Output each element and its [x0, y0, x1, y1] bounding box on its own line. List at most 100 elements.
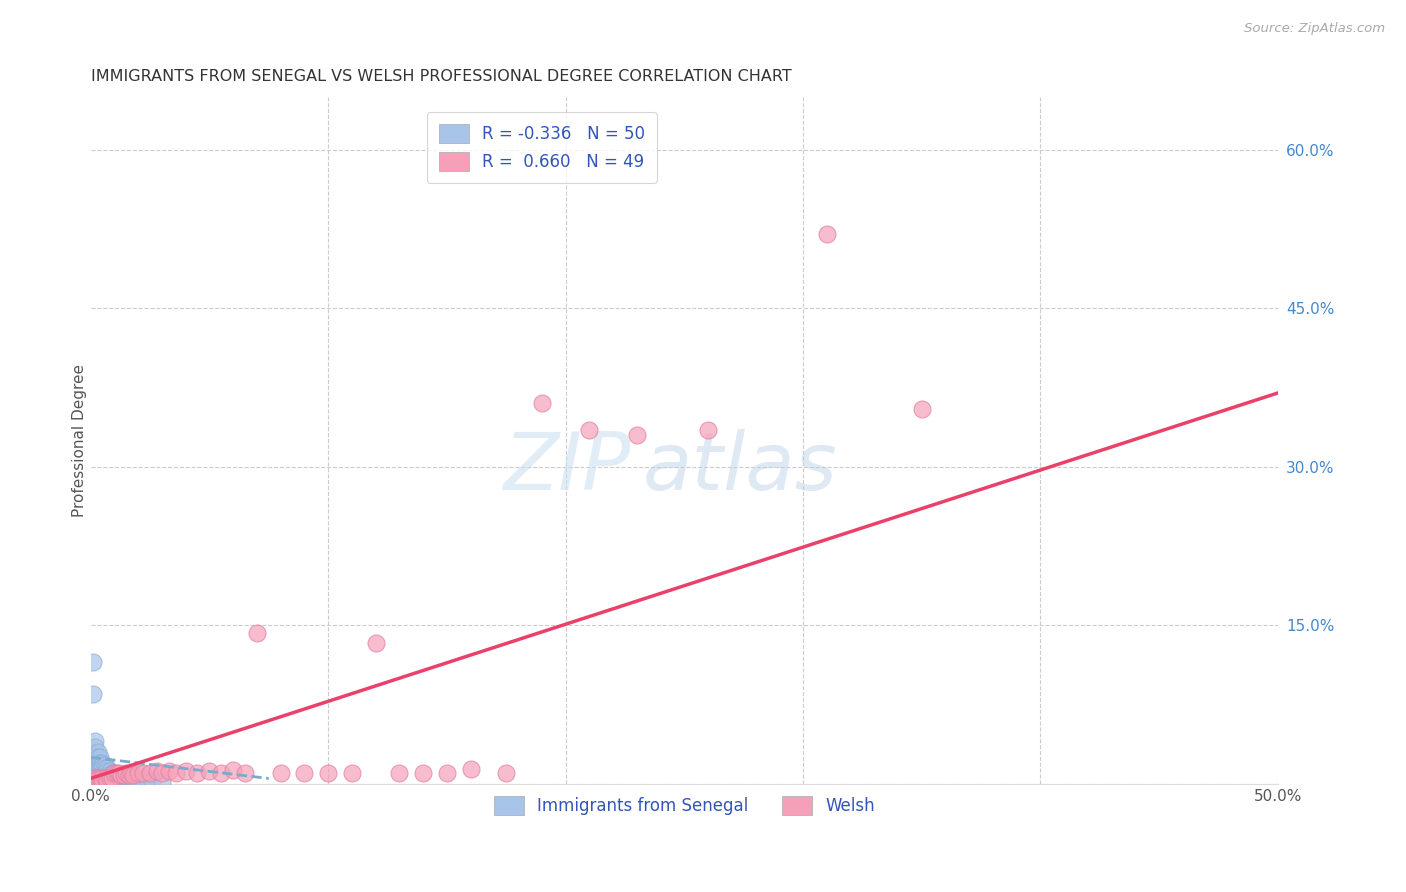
Point	[96, 772, 118, 786]
Point	[697, 423, 720, 437]
Point	[198, 764, 221, 778]
Point	[91, 772, 114, 786]
Text: IMMIGRANTS FROM SENEGAL VS WELSH PROFESSIONAL DEGREE CORRELATION CHART: IMMIGRANTS FROM SENEGAL VS WELSH PROFESS…	[90, 69, 792, 84]
Point	[165, 766, 187, 780]
Point	[150, 774, 173, 789]
Point	[94, 757, 117, 772]
Point	[105, 768, 128, 782]
Point	[94, 772, 117, 786]
Point	[82, 687, 104, 701]
Point	[495, 766, 517, 780]
Point	[112, 771, 135, 785]
Point	[84, 739, 107, 754]
Point	[82, 761, 104, 775]
Text: Source: ZipAtlas.com: Source: ZipAtlas.com	[1244, 22, 1385, 36]
Point	[127, 772, 149, 787]
Point	[132, 766, 155, 780]
Point	[112, 768, 135, 782]
Point	[89, 756, 111, 770]
Point	[84, 750, 107, 764]
Point	[87, 745, 110, 759]
Point	[157, 764, 180, 778]
Point	[108, 766, 131, 780]
Point	[94, 761, 117, 775]
Point	[316, 766, 339, 780]
Point	[96, 761, 118, 775]
Point	[82, 772, 104, 786]
Point	[388, 766, 411, 780]
Point	[89, 761, 111, 775]
Point	[98, 764, 121, 778]
Point	[87, 756, 110, 770]
Point	[127, 766, 149, 780]
Point	[246, 625, 269, 640]
Point	[270, 766, 292, 780]
Point	[103, 766, 125, 780]
Point	[626, 428, 648, 442]
Point	[139, 766, 162, 780]
Point	[911, 401, 934, 416]
Point	[87, 772, 110, 786]
Point	[108, 769, 131, 783]
Point	[578, 423, 600, 437]
Point	[82, 655, 104, 669]
Point	[292, 766, 315, 780]
Point	[82, 750, 104, 764]
Point	[186, 766, 208, 780]
Point	[110, 768, 132, 782]
Point	[120, 772, 142, 786]
Point	[233, 766, 256, 780]
Point	[136, 773, 159, 788]
Point	[117, 772, 139, 786]
Point	[91, 773, 114, 788]
Point	[82, 756, 104, 770]
Y-axis label: Professional Degree: Professional Degree	[72, 364, 87, 517]
Point	[96, 764, 118, 778]
Text: atlas: atlas	[643, 429, 838, 507]
Point	[103, 766, 125, 780]
Point	[115, 771, 138, 785]
Point	[84, 772, 107, 786]
Point	[101, 766, 124, 780]
Point	[146, 764, 169, 778]
Point	[84, 761, 107, 775]
Point	[412, 766, 434, 780]
Point	[94, 766, 117, 780]
Point	[460, 762, 482, 776]
Point	[89, 750, 111, 764]
Point	[150, 766, 173, 780]
Point	[530, 396, 553, 410]
Point	[132, 772, 155, 787]
Point	[110, 771, 132, 785]
Point	[141, 773, 163, 788]
Point	[122, 768, 145, 782]
Point	[89, 766, 111, 780]
Point	[84, 734, 107, 748]
Point	[122, 772, 145, 786]
Point	[89, 772, 111, 786]
Point	[115, 766, 138, 780]
Point	[98, 768, 121, 782]
Point	[125, 772, 148, 786]
Point	[815, 227, 838, 242]
Point	[209, 766, 232, 780]
Point	[91, 756, 114, 770]
Point	[174, 764, 197, 778]
Point	[222, 763, 245, 777]
Point	[91, 757, 114, 772]
Point	[87, 750, 110, 764]
Text: ZIP: ZIP	[503, 429, 631, 507]
Point	[87, 761, 110, 775]
Point	[98, 772, 121, 786]
Point	[117, 768, 139, 782]
Point	[101, 769, 124, 783]
Point	[101, 772, 124, 786]
Point	[91, 766, 114, 780]
Point	[436, 766, 458, 780]
Point	[91, 761, 114, 775]
Point	[340, 766, 363, 780]
Legend: Immigrants from Senegal, Welsh: Immigrants from Senegal, Welsh	[485, 788, 883, 823]
Point	[96, 773, 118, 788]
Point	[105, 766, 128, 780]
Point	[87, 766, 110, 780]
